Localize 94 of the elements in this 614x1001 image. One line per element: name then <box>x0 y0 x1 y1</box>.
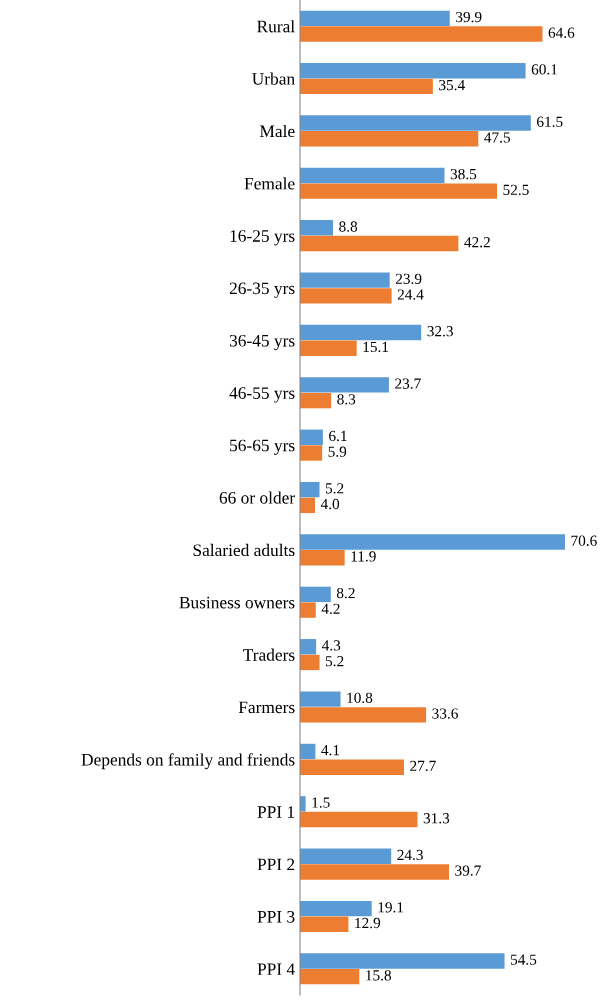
y-tick-label: 46-55 yrs <box>229 387 295 403</box>
data-label: 4.2 <box>321 603 340 614</box>
data-label: 39.9 <box>456 11 482 23</box>
data-label: 38.5 <box>450 168 477 180</box>
bar <box>300 235 459 252</box>
data-label: 15.8 <box>366 970 392 981</box>
y-tick-label: Female <box>244 177 295 190</box>
data-label: 64.6 <box>548 27 575 38</box>
y-tick-label: Business owners <box>179 596 295 609</box>
data-label: 52.5 <box>503 184 529 196</box>
y-tick-label: 16-25 yrs <box>230 230 295 246</box>
bar <box>300 340 357 356</box>
data-label: 5.9 <box>328 446 347 457</box>
y-tick-label: PPI 3 <box>257 910 295 923</box>
bar <box>300 707 427 723</box>
bar <box>300 392 332 409</box>
data-label: 32.3 <box>427 326 453 337</box>
data-label: 42.2 <box>464 237 490 248</box>
y-tick-label: 66 or older <box>219 491 295 504</box>
bar <box>300 324 422 341</box>
data-label: 12.9 <box>355 917 381 929</box>
y-tick-label: Depends on family and friends <box>81 753 295 770</box>
data-label: 61.5 <box>537 116 563 127</box>
bar <box>300 796 306 812</box>
data-label: 33.6 <box>432 708 458 719</box>
data-label: 11.9 <box>351 551 376 562</box>
bar <box>300 602 316 618</box>
data-label: 8.2 <box>336 587 355 599</box>
y-tick-label: Male <box>259 124 295 138</box>
bar <box>300 900 372 917</box>
bar <box>300 654 320 671</box>
data-label: 24.4 <box>397 289 424 300</box>
y-tick-label: Urban <box>252 72 295 85</box>
bar <box>300 63 526 79</box>
data-label: 6.1 <box>329 430 347 442</box>
y-tick-label: PPI 2 <box>257 858 295 871</box>
bar <box>300 272 390 288</box>
bar <box>300 481 320 498</box>
bar <box>300 115 531 131</box>
data-label: 5.2 <box>325 656 344 667</box>
data-label: 60.1 <box>531 64 557 75</box>
bar <box>300 848 392 864</box>
data-label: 19.1 <box>378 902 404 913</box>
bar <box>300 968 360 985</box>
data-label: 39.7 <box>455 865 481 876</box>
bar <box>300 759 404 775</box>
y-tick-label: PPI 1 <box>257 806 295 818</box>
y-tick-label: 26-35 yrs <box>229 282 295 298</box>
bar <box>300 953 505 969</box>
data-label: 54.5 <box>511 954 537 965</box>
y-tick-label: Farmers <box>238 701 295 714</box>
bar <box>300 131 479 147</box>
y-tick-label: 36-45 yrs <box>229 334 295 351</box>
data-label: 8.3 <box>337 394 356 405</box>
data-label: 4.3 <box>321 640 341 651</box>
y-tick-label: Rural <box>257 20 295 33</box>
data-label: 5.2 <box>325 483 344 494</box>
bar <box>300 586 331 603</box>
data-label: 31.3 <box>423 813 450 824</box>
bar <box>300 534 565 550</box>
bar <box>300 78 433 95</box>
data-label: 70.6 <box>571 535 597 546</box>
bar <box>300 811 418 828</box>
data-label: 27.7 <box>410 760 436 772</box>
bar <box>300 183 498 199</box>
data-label: 10.8 <box>347 692 373 704</box>
data-label: 4.1 <box>321 745 340 756</box>
bar <box>300 550 345 566</box>
y-tick-label: PPI 4 <box>257 963 295 975</box>
data-label: 15.1 <box>363 341 389 353</box>
y-tick-label: Salaried adults <box>193 543 295 557</box>
data-label: 8.8 <box>339 221 358 232</box>
bar <box>300 445 323 461</box>
y-tick-label: 56-65 yrs <box>230 439 295 455</box>
data-label: 24.3 <box>397 849 423 861</box>
y-tick-label: Traders <box>243 648 295 661</box>
bar <box>300 26 543 42</box>
data-label: 23.7 <box>395 378 421 389</box>
bar <box>300 167 445 184</box>
data-label: 1.5 <box>312 797 330 808</box>
bar <box>300 10 450 27</box>
bar <box>300 429 323 445</box>
bar <box>300 864 449 880</box>
bar <box>300 220 334 236</box>
data-label: 47.5 <box>484 132 510 143</box>
data-label: 23.9 <box>395 273 422 285</box>
data-label: 4.0 <box>320 498 340 510</box>
bar <box>300 288 392 304</box>
bar <box>300 497 316 514</box>
bar <box>300 377 389 393</box>
bar <box>300 639 317 655</box>
bar <box>300 691 341 707</box>
data-label: 35.4 <box>439 79 465 91</box>
bar <box>300 916 349 932</box>
